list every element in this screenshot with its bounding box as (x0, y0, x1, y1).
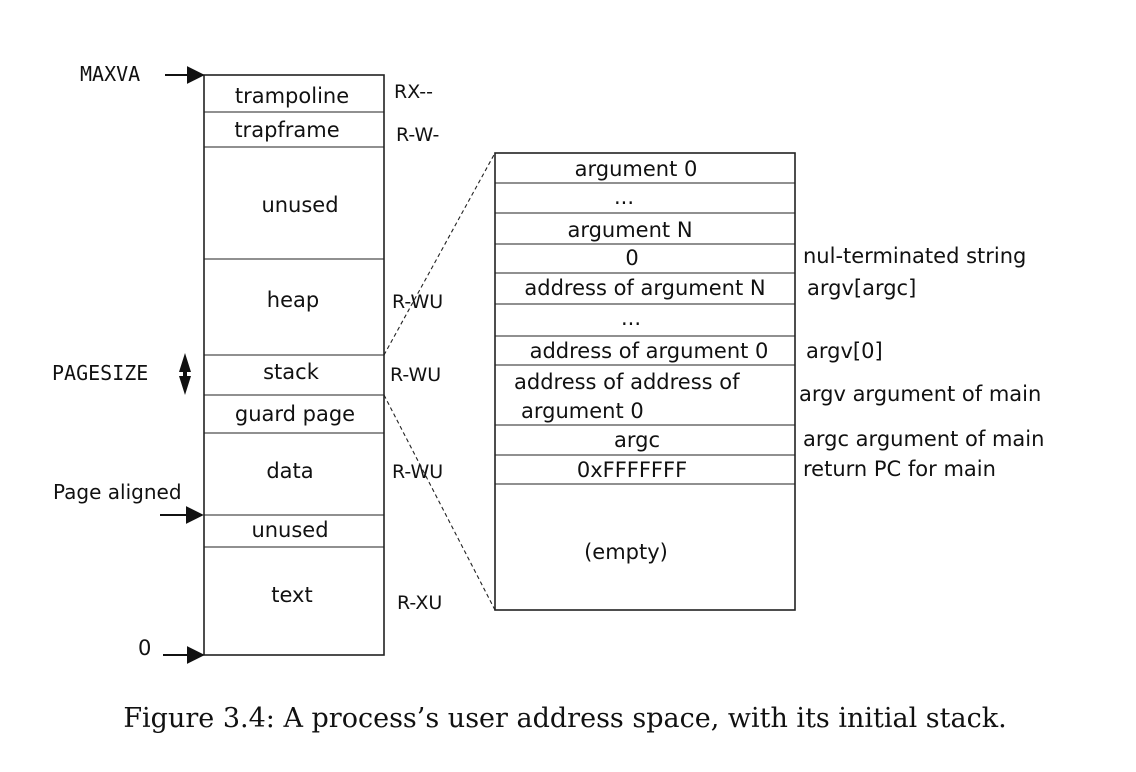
pagesize-double-arrow-icon (179, 353, 191, 395)
figure-caption: Figure 3.4: A process’s user address spa… (123, 703, 1006, 734)
stack-row-return-pc: 0xFFFFFFF (577, 458, 687, 482)
pagesize-label: PAGESIZE (52, 361, 148, 385)
address-space-box (203, 74, 385, 656)
region-label-unused-lower: unused (251, 518, 328, 542)
stack-note-argv-0: argv[0] (806, 339, 883, 363)
region-label-data: data (266, 459, 313, 483)
stack-row-argc: argc (614, 428, 660, 452)
stack-note-argc-of-main: argc argument of main (803, 427, 1044, 451)
region-label-trampoline: trampoline (235, 84, 349, 108)
stack-row-address-of-argument-n: address of argument N (524, 276, 765, 300)
region-label-guard-page: guard page (235, 402, 355, 426)
perm-label-trapframe: R-W- (396, 124, 439, 146)
perm-label-text: R-XU (397, 592, 442, 614)
zero-label: 0 (138, 636, 151, 660)
stack-row-address-of-argument-0: address of argument 0 (530, 339, 769, 363)
stack-row-address-of-address-line1: address of address of (514, 370, 740, 394)
stack-row-empty: (empty) (584, 540, 668, 564)
stack-row-address-of-address-line2: argument 0 (521, 399, 644, 423)
stack-note-argv-of-main: argv argument of main (799, 382, 1041, 406)
region-label-stack: stack (263, 360, 320, 384)
region-label-unused-upper: unused (261, 193, 338, 217)
stack-note-nul-terminated: nul-terminated string (803, 244, 1026, 268)
region-label-trapframe: trapframe (234, 118, 339, 142)
page-aligned-label: Page aligned (53, 480, 182, 504)
stack-note-return-pc: return PC for main (803, 457, 996, 481)
stack-note-argv-argc: argv[argc] (807, 276, 916, 300)
perm-label-data: R-WU (392, 461, 443, 483)
region-label-heap: heap (267, 288, 319, 312)
perm-label-heap: R-WU (392, 291, 443, 313)
zoom-line-top (383, 152, 496, 356)
stack-detail-box (494, 152, 796, 611)
perm-label-stack: R-WU (390, 364, 441, 386)
maxva-label: MAXVA (80, 62, 140, 86)
stack-row-argument-0: argument 0 (575, 157, 698, 181)
perm-label-trampoline: RX-- (394, 81, 433, 103)
stack-row-argument-n: argument N (567, 218, 692, 242)
region-label-text: text (271, 583, 312, 607)
stack-row-nul: 0 (625, 246, 638, 270)
stack-row-ellipsis-ptrs: ... (621, 306, 641, 330)
stack-row-ellipsis-args: ... (614, 185, 634, 209)
zoom-line-bottom (383, 394, 496, 611)
